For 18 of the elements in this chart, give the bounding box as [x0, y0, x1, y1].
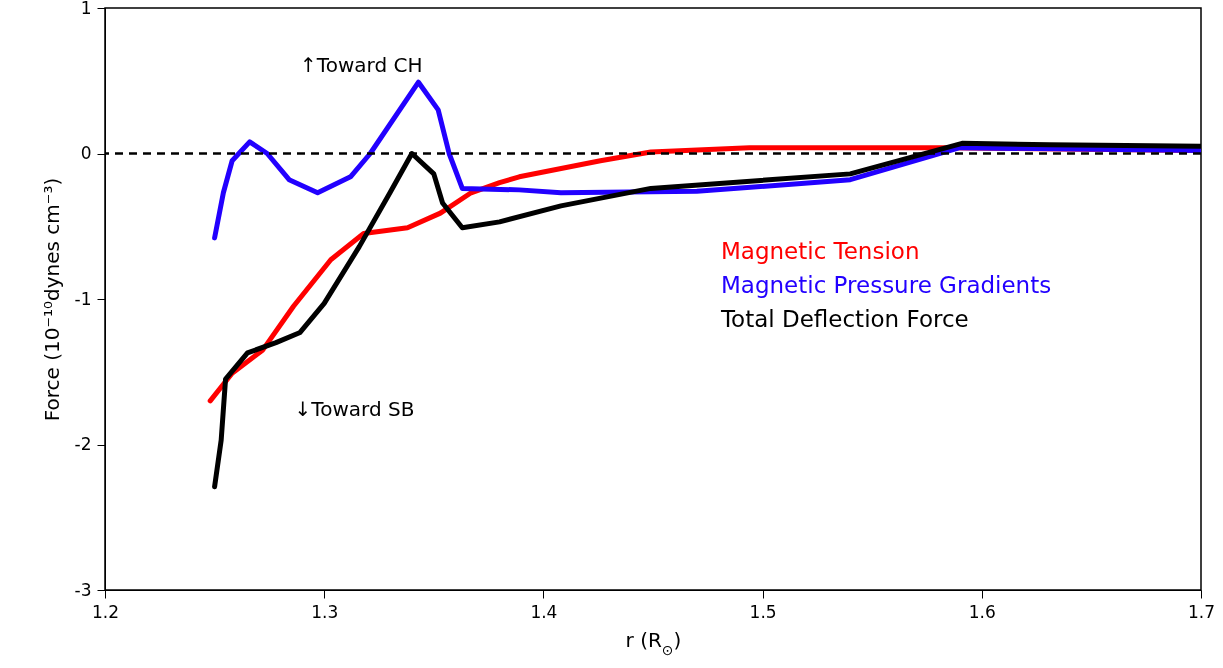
annotation: ↑Toward CH [300, 53, 423, 78]
x-tick-label: 1.6 [968, 601, 996, 622]
x-tick-label: 1.5 [749, 601, 777, 622]
x-tick-label: 1.4 [530, 601, 558, 622]
text: Magnetic Pressure Gradients [720, 272, 1052, 299]
x-axis-title: r (R$_{⊙}$) [625, 627, 682, 658]
y-tick-label: 0 [80, 143, 92, 163]
x-tick-label: 1.7 [1187, 601, 1216, 622]
annotation: ↓Toward SB [294, 396, 415, 421]
text: Total Deflection Force [719, 306, 969, 333]
x-tick-label: 1.3 [311, 601, 339, 622]
y-axis-title: Force (10⁻¹⁰dynes cm⁻³) [39, 177, 64, 422]
text: Magnetic Tension [720, 238, 920, 265]
x-tick-label: 1.2 [91, 601, 120, 622]
y-tick-label: -2 [74, 434, 92, 454]
y-tick-label: -3 [74, 579, 92, 600]
y-tick-label: -1 [74, 288, 92, 309]
y-tick-label: 1 [80, 0, 92, 18]
